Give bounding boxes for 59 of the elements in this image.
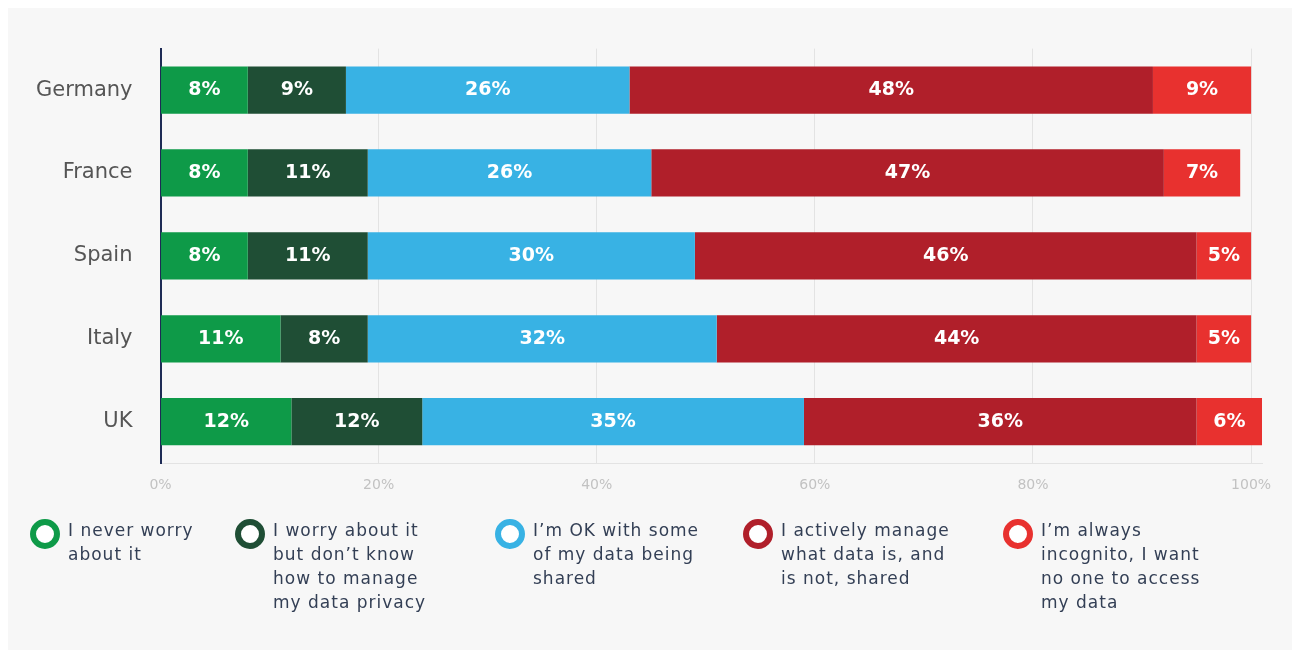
- bar: [1196, 398, 1262, 446]
- data-label: 9%: [1185, 77, 1219, 99]
- legend-label: I actively manage what data is, and is not, shared: [781, 519, 951, 590]
- bar: [694, 232, 1197, 280]
- legend-label: I’m OK with some of my data being shared: [533, 519, 701, 590]
- data-label: 8%: [188, 159, 221, 182]
- data-label: 11%: [285, 159, 331, 182]
- data-label: 12%: [203, 408, 249, 431]
- bar: [422, 398, 804, 446]
- bar: [367, 232, 695, 280]
- bar: [161, 149, 248, 197]
- bar: [247, 149, 368, 197]
- bar: [161, 66, 248, 114]
- legend-label: I’m always incognito, I want no one to access my data: [1041, 519, 1202, 614]
- y-tick-label: Spain: [73, 242, 133, 267]
- bar: [1196, 232, 1252, 280]
- y-tick-label: Italy: [86, 325, 133, 350]
- data-label: 44%: [933, 325, 980, 348]
- data-label: 8%: [307, 325, 341, 348]
- data-label: 46%: [922, 242, 969, 265]
- data-label: 36%: [977, 408, 1023, 431]
- data-label: 30%: [508, 242, 555, 265]
- legend-label: I worry about it but don’t know how to manage my data privacy: [273, 519, 428, 614]
- y-tick-label: Germany: [35, 76, 133, 101]
- data-label: 32%: [519, 325, 565, 348]
- data-label: 8%: [188, 242, 221, 265]
- data-label: 26%: [464, 77, 511, 99]
- bar: [629, 66, 1153, 114]
- bar: [161, 315, 281, 363]
- data-label: 5%: [1207, 325, 1240, 348]
- bar: [247, 232, 368, 280]
- data-label: 47%: [884, 159, 931, 182]
- bar: [651, 149, 1164, 197]
- legend-label: I never worry about it: [68, 519, 195, 566]
- data-label: 11%: [198, 325, 244, 348]
- data-label: 8%: [188, 77, 221, 99]
- data-label: 6%: [1213, 408, 1246, 431]
- bar: [161, 398, 292, 446]
- bar: [291, 398, 423, 446]
- data-label: 11%: [285, 242, 331, 265]
- data-label: 5%: [1207, 242, 1240, 265]
- y-tick-label: France: [62, 159, 133, 184]
- bar: [367, 315, 717, 363]
- data-label: 26%: [486, 159, 533, 182]
- data-label: 12%: [334, 408, 380, 431]
- y-tick-label: UK: [103, 408, 134, 433]
- data-label: 48%: [868, 77, 914, 99]
- bar: [1163, 149, 1241, 197]
- data-label: 7%: [1185, 159, 1219, 182]
- data-label: 35%: [590, 408, 636, 431]
- bar: [280, 315, 368, 363]
- bar: [247, 66, 346, 114]
- bar: [367, 149, 652, 197]
- bar: [716, 315, 1197, 363]
- bar: [161, 232, 248, 280]
- data-label: 9%: [280, 77, 313, 99]
- bar: [1152, 66, 1252, 114]
- bar: [803, 398, 1197, 446]
- bar: [345, 66, 630, 114]
